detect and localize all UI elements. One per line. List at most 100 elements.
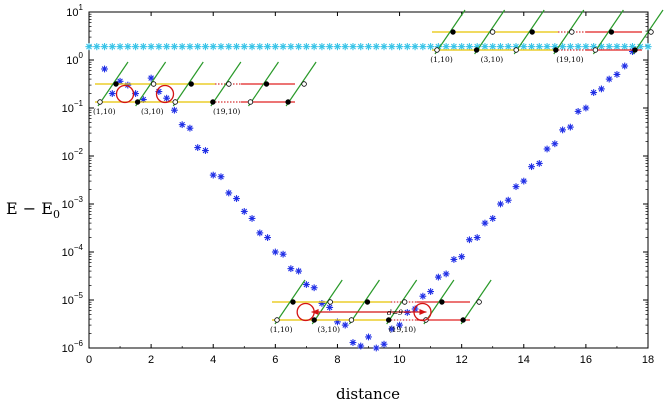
blue-data-point: [450, 256, 458, 263]
ladder-diagonal: [592, 9, 624, 55]
marker-stroke: [590, 89, 597, 96]
cyan-data-point: [388, 43, 396, 51]
x-tick-label: 10: [393, 354, 405, 366]
marker-stroke: [559, 127, 566, 133]
ladder-site: [608, 29, 615, 35]
cyan-data-point: [496, 43, 505, 51]
y-tick-label: 10−1: [62, 99, 84, 115]
ladder-site: [592, 47, 599, 53]
cyan-data-point: [403, 43, 411, 51]
cyan-data-point: [279, 43, 287, 51]
marker-stroke: [210, 172, 217, 178]
cyan-data-point: [520, 43, 528, 51]
blue-data-point: [217, 173, 225, 181]
marker-stroke: [202, 43, 209, 50]
blue-data-point: [497, 200, 504, 208]
cyan-data-point: [217, 43, 225, 51]
marker-stroke: [156, 88, 162, 95]
blue-data-point: [380, 340, 388, 348]
marker-stroke: [194, 43, 201, 50]
marker-stroke: [567, 124, 574, 130]
inset-site-label: (1,10): [93, 107, 116, 116]
marker-stroke: [614, 43, 620, 50]
cyan-data-point: [116, 43, 124, 51]
marker-stroke: [559, 43, 566, 50]
ladder-site: [364, 299, 371, 305]
x-tick-label: 4: [210, 354, 216, 366]
cyan-data-point: [163, 43, 171, 51]
marker-stroke: [350, 339, 356, 346]
ladder-diagonal: [348, 279, 380, 325]
cyan-data-point: [201, 43, 210, 51]
marker-stroke: [520, 178, 527, 184]
marker-stroke: [101, 66, 108, 72]
cyan-data-point: [271, 43, 279, 51]
cyan-data-point: [178, 43, 186, 51]
cyan-data-point: [139, 43, 147, 51]
cyan-data-point: [558, 43, 567, 51]
marker-stroke: [466, 236, 473, 243]
marker-stroke: [637, 43, 644, 50]
marker-stroke: [497, 43, 504, 50]
ladder-site: [401, 299, 408, 305]
ladder-diagonal: [553, 9, 585, 55]
cyan-data-point: [170, 43, 179, 51]
cyan-data-point: [318, 43, 326, 51]
cyan-data-point: [108, 43, 116, 51]
blue-data-point: [248, 215, 256, 222]
ladder-site: [226, 81, 232, 87]
cyan-data-point: [458, 43, 466, 51]
cyan-data-point: [419, 43, 427, 51]
marker-stroke: [489, 43, 496, 50]
blue-data-point: [574, 107, 582, 115]
marker-stroke: [241, 208, 248, 215]
marker-stroke: [396, 43, 403, 50]
marker-stroke: [606, 43, 613, 50]
marker-stroke: [598, 86, 605, 92]
blue-data-point: [372, 344, 380, 352]
marker-stroke: [257, 230, 263, 236]
cyan-data-point: [582, 43, 590, 51]
cyan-data-point: [287, 43, 295, 51]
marker-stroke: [381, 43, 387, 50]
y-tick-label: 10−6: [62, 339, 84, 355]
cyan-data-point: [256, 43, 264, 51]
marker-stroke: [466, 43, 473, 50]
marker-stroke: [233, 43, 240, 50]
marker-stroke: [318, 43, 325, 50]
cyan-data-point: [131, 43, 140, 51]
marker-stroke: [295, 43, 302, 50]
ladder-diagonal: [247, 61, 279, 107]
marker-stroke: [342, 43, 349, 50]
blue-data-point: [613, 71, 621, 78]
blue-data-point: [466, 236, 473, 244]
blue-data-point: [287, 265, 295, 273]
cyan-data-point: [613, 43, 621, 51]
blue-data-point: [264, 234, 271, 241]
ladder-site: [150, 81, 157, 87]
marker-stroke: [295, 268, 302, 274]
ladder-diagonal: [97, 61, 129, 107]
marker-stroke: [186, 43, 193, 50]
cyan-data-point: [349, 43, 357, 51]
ladder-diagonal: [274, 279, 306, 325]
marker-stroke: [544, 146, 550, 152]
blue-data-point: [458, 253, 466, 261]
cyan-data-point: [147, 43, 155, 51]
marker-stroke: [614, 71, 620, 78]
marker-stroke: [583, 105, 589, 111]
blue-data-point: [171, 106, 178, 114]
cyan-data-point: [644, 43, 652, 51]
marker-stroke: [582, 43, 589, 50]
inset-ladder: (1,10) (3,10) (19,10): [93, 61, 317, 116]
marker-stroke: [443, 271, 449, 277]
marker-stroke: [233, 195, 240, 202]
ladder-site: [290, 299, 296, 305]
marker-stroke: [326, 304, 333, 311]
y-tick-label: 100: [66, 51, 83, 67]
blue-data-point: [194, 144, 202, 151]
marker-stroke: [357, 343, 364, 349]
cyan-data-point: [535, 43, 543, 51]
ladder-site: [439, 299, 445, 305]
